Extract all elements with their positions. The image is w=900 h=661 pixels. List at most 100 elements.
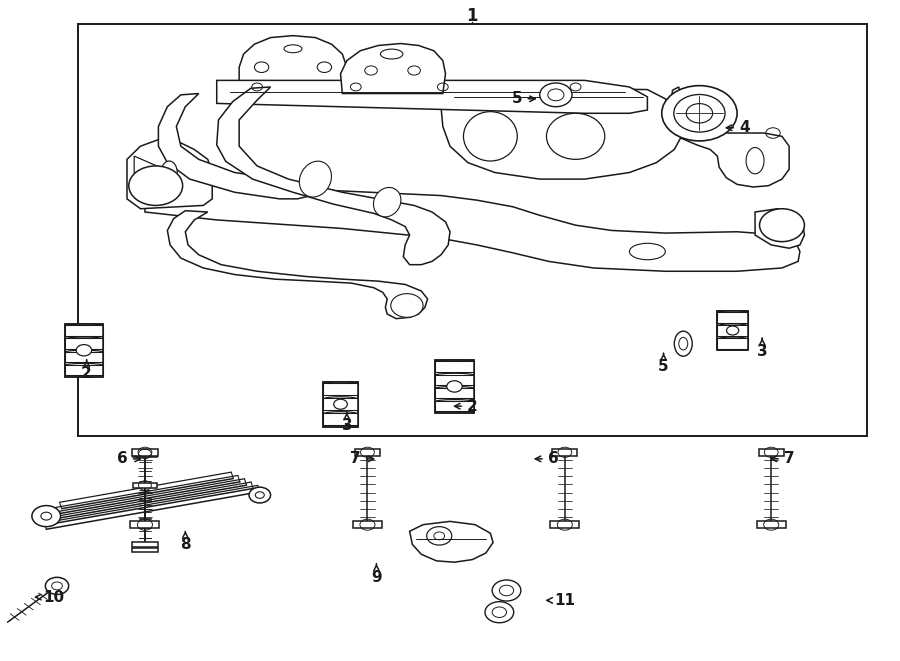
Polygon shape <box>239 36 346 87</box>
Polygon shape <box>441 87 683 179</box>
Polygon shape <box>323 413 357 425</box>
Ellipse shape <box>746 147 764 174</box>
Polygon shape <box>127 139 212 209</box>
Bar <box>323 382 357 426</box>
Circle shape <box>446 381 463 392</box>
Ellipse shape <box>374 188 400 217</box>
Text: 3: 3 <box>341 413 352 434</box>
Bar <box>436 360 473 412</box>
Polygon shape <box>755 209 805 249</box>
Polygon shape <box>167 211 428 319</box>
Text: 8: 8 <box>180 531 191 552</box>
Circle shape <box>492 580 521 601</box>
Circle shape <box>726 326 739 335</box>
Bar <box>133 483 157 488</box>
Ellipse shape <box>300 161 331 197</box>
Polygon shape <box>145 186 800 271</box>
Polygon shape <box>65 338 104 349</box>
Circle shape <box>427 527 452 545</box>
Bar <box>759 449 784 455</box>
Ellipse shape <box>284 45 302 53</box>
Ellipse shape <box>381 49 403 59</box>
Polygon shape <box>217 87 450 264</box>
Text: 7: 7 <box>350 451 374 467</box>
Circle shape <box>334 399 347 409</box>
Ellipse shape <box>65 350 104 354</box>
Polygon shape <box>436 388 473 399</box>
Text: 10: 10 <box>35 590 64 605</box>
Bar <box>353 522 382 528</box>
Bar <box>717 311 748 350</box>
Text: 2: 2 <box>454 399 478 414</box>
Ellipse shape <box>717 324 748 328</box>
Circle shape <box>249 487 271 503</box>
Circle shape <box>760 209 805 242</box>
Polygon shape <box>436 375 473 385</box>
Bar <box>65 324 104 377</box>
Text: 5: 5 <box>658 354 669 374</box>
Ellipse shape <box>546 113 605 159</box>
Polygon shape <box>65 325 104 336</box>
Circle shape <box>540 83 572 106</box>
Circle shape <box>76 344 92 356</box>
Bar <box>77 24 868 436</box>
Text: 4: 4 <box>726 120 750 136</box>
Ellipse shape <box>464 112 518 161</box>
Bar <box>65 324 104 377</box>
Circle shape <box>129 166 183 206</box>
Bar <box>355 449 380 455</box>
Text: 2: 2 <box>81 360 92 381</box>
Ellipse shape <box>717 337 748 341</box>
Text: 5: 5 <box>512 91 535 106</box>
Polygon shape <box>65 365 104 375</box>
Bar <box>132 543 157 547</box>
Ellipse shape <box>436 360 473 364</box>
Circle shape <box>485 602 514 623</box>
Ellipse shape <box>65 364 104 368</box>
Bar <box>436 360 473 412</box>
Bar <box>133 451 157 457</box>
Ellipse shape <box>323 412 357 416</box>
Text: 11: 11 <box>547 593 575 608</box>
Bar <box>132 449 157 455</box>
Bar <box>130 522 159 528</box>
Polygon shape <box>670 87 789 187</box>
Polygon shape <box>65 352 104 362</box>
Polygon shape <box>158 94 310 199</box>
Polygon shape <box>340 44 446 94</box>
Text: 3: 3 <box>757 338 768 359</box>
Bar <box>717 311 748 350</box>
Ellipse shape <box>436 387 473 391</box>
Polygon shape <box>717 325 748 336</box>
Ellipse shape <box>436 373 473 377</box>
Polygon shape <box>323 383 357 395</box>
Ellipse shape <box>674 331 692 356</box>
Circle shape <box>32 506 60 527</box>
Polygon shape <box>323 399 357 410</box>
Polygon shape <box>717 338 748 349</box>
Text: 9: 9 <box>371 564 382 585</box>
Bar <box>132 548 157 553</box>
Text: 1: 1 <box>467 7 478 25</box>
Text: 7: 7 <box>771 451 795 467</box>
Bar <box>551 522 580 528</box>
Ellipse shape <box>65 324 104 328</box>
Text: 6: 6 <box>117 451 140 467</box>
Polygon shape <box>436 401 473 411</box>
Ellipse shape <box>717 311 748 315</box>
Polygon shape <box>217 81 647 113</box>
Circle shape <box>391 293 423 317</box>
Ellipse shape <box>161 161 177 184</box>
Polygon shape <box>717 312 748 323</box>
Ellipse shape <box>436 400 473 404</box>
Polygon shape <box>410 522 493 563</box>
Bar <box>553 449 578 455</box>
Polygon shape <box>436 362 473 372</box>
Ellipse shape <box>323 382 357 386</box>
Bar <box>323 382 357 426</box>
Bar <box>757 522 786 528</box>
Ellipse shape <box>323 397 357 401</box>
Circle shape <box>662 86 737 141</box>
Ellipse shape <box>771 219 788 241</box>
Ellipse shape <box>65 337 104 341</box>
